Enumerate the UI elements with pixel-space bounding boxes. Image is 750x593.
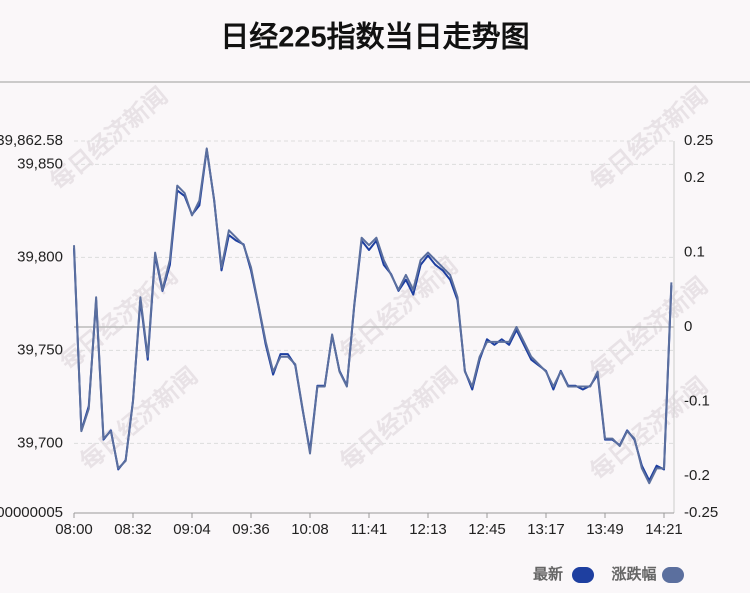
x-tick-label: 08:00 bbox=[55, 521, 93, 538]
x-tick-label: 10:08 bbox=[291, 521, 329, 538]
x-tick-label: 08:32 bbox=[114, 521, 152, 538]
x-tick-label: 13:17 bbox=[527, 521, 565, 538]
y2-tick-label: 0.1 bbox=[684, 244, 705, 261]
y2-tick-label: 0 bbox=[684, 318, 692, 335]
x-tick-label: 13:49 bbox=[586, 521, 624, 538]
x-tick-label: 14:21 bbox=[645, 521, 683, 538]
legend-swatch bbox=[662, 567, 684, 583]
series-line bbox=[73, 147, 673, 485]
y-tick-label: 39,750 bbox=[17, 341, 63, 358]
y2-tick-label: 0.25 bbox=[684, 132, 713, 149]
y-tick-label: 39,850 bbox=[17, 155, 63, 172]
legend-label: 最新 bbox=[533, 565, 563, 583]
x-tick-label: 12:45 bbox=[468, 521, 506, 538]
x-tick-label: 11:41 bbox=[351, 521, 387, 538]
chart-title: 日经225指数当日走势图 bbox=[220, 20, 529, 54]
y2-tick-label: -0.25 bbox=[684, 504, 718, 521]
y-tick-label: 39,700 bbox=[17, 434, 63, 451]
y2-tick-label: -0.2 bbox=[684, 467, 710, 484]
y-tick-label: 39,862.58 bbox=[0, 132, 63, 149]
y2-tick-label: -0.1 bbox=[684, 392, 710, 409]
y-tick-label: 39,800 bbox=[17, 248, 63, 265]
y2-tick-label: 0.2 bbox=[684, 169, 705, 186]
x-tick-label: 12:13 bbox=[409, 521, 447, 538]
x-tick-label: 09:36 bbox=[232, 521, 270, 538]
legend-label: 涨跌幅 bbox=[611, 565, 656, 583]
y-tick-label: 39,662.58000000005 bbox=[0, 504, 63, 521]
x-tick-label: 09:04 bbox=[173, 521, 211, 538]
legend-swatch bbox=[572, 567, 594, 583]
